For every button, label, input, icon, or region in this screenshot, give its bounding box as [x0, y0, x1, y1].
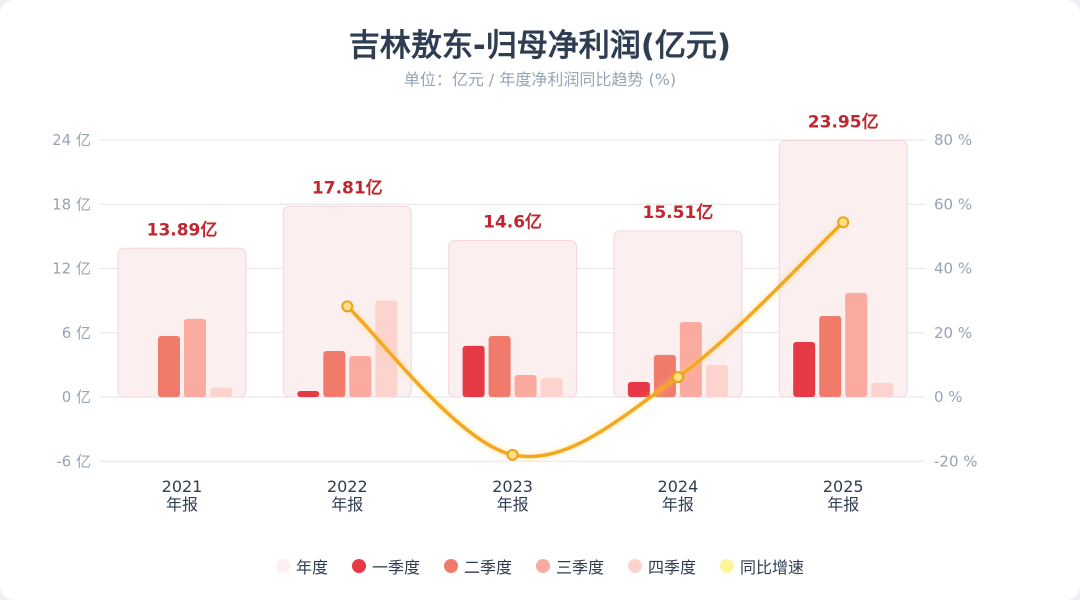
quarter-bar — [488, 335, 511, 397]
x-tick-label: 2023 — [492, 477, 533, 496]
legend-swatch-icon — [443, 559, 458, 573]
quarter-bar — [871, 382, 894, 397]
x-tick-sublabel: 年报 — [331, 495, 363, 514]
legend-item[interactable]: 年度 — [275, 554, 328, 578]
annual-bar — [613, 230, 743, 398]
y-right-tick-label: -20 % — [934, 452, 978, 470]
legend-item[interactable]: 同比增速 — [720, 554, 804, 578]
quarter-bar — [297, 391, 320, 397]
x-tick-label: 2022 — [327, 477, 368, 496]
yoy-point — [837, 216, 850, 229]
x-tick-sublabel: 年报 — [166, 495, 198, 514]
y-right-tick-label: 60 % — [934, 195, 972, 213]
legend-label: 四季度 — [648, 558, 697, 577]
y-right-tick-label: 40 % — [934, 260, 972, 278]
quarter-bar — [158, 335, 180, 397]
quarter-bar — [349, 355, 372, 397]
yoy-point — [506, 448, 519, 461]
y-left-tick-label: 0 亿 — [62, 388, 91, 406]
legend-item[interactable]: 一季度 — [351, 554, 420, 578]
quarter-bar — [462, 345, 485, 397]
annual-data-label: 17.81亿 — [312, 177, 383, 198]
y-left-tick-label: -6 亿 — [56, 452, 91, 470]
quarter-bar — [793, 341, 816, 397]
y-left-tick-label: 24 亿 — [52, 131, 91, 149]
legend-label: 二季度 — [463, 558, 512, 577]
quarter-bar — [627, 382, 650, 397]
legend-label: 一季度 — [371, 558, 420, 577]
legend-swatch-icon — [628, 559, 643, 573]
quarter-bar — [514, 374, 537, 397]
annual-data-label: 15.51亿 — [643, 202, 714, 223]
x-tick-sublabel: 年报 — [497, 495, 529, 514]
quarter-bar — [323, 350, 346, 397]
legend-item[interactable]: 三季度 — [536, 554, 604, 578]
quarter-bar — [679, 322, 702, 397]
annual-bar — [778, 140, 908, 398]
legend-swatch-icon — [536, 559, 550, 573]
y-right-tick-label: 0 % — [934, 388, 963, 406]
chart-title: 吉林敖东-归母净利润(亿元) — [348, 28, 732, 64]
annual-data-label: 23.95亿 — [808, 112, 879, 133]
legend-swatch-icon — [351, 559, 366, 573]
y-right-tick-label: 80 % — [934, 131, 972, 149]
legend-label: 同比增速 — [740, 558, 805, 577]
quarter-bar — [210, 387, 232, 397]
annual-data-label: 13.89亿 — [147, 219, 218, 240]
chart-subtitle: 单位：亿元 / 年度净利润同比趋势 (%) — [403, 70, 677, 89]
legend-item[interactable]: 二季度 — [443, 554, 512, 578]
y-left-tick-label: 6 亿 — [62, 324, 91, 342]
annual-data-label: 14.6亿 — [483, 212, 542, 233]
yoy-point — [341, 300, 354, 313]
quarter-bar — [540, 377, 563, 397]
x-tick-sublabel: 年报 — [827, 495, 859, 514]
x-tick-label: 2025 — [823, 477, 864, 496]
x-tick-sublabel: 年报 — [662, 495, 694, 514]
legend-swatch-icon — [275, 559, 290, 573]
quarter-bar — [705, 364, 728, 397]
legend-label: 年度 — [295, 558, 328, 577]
chart-legend: 年度 一季度 二季度 三季度 四季度 同比增速 — [0, 554, 1080, 578]
x-tick-label: 2021 — [162, 477, 203, 496]
legend-item[interactable]: 四季度 — [628, 554, 696, 578]
legend-label: 三季度 — [556, 558, 605, 577]
quarter-bar — [653, 354, 676, 397]
quarter-bar — [819, 315, 842, 397]
quarter-bar — [845, 292, 868, 397]
yoy-point — [671, 371, 684, 384]
x-tick-label: 2024 — [658, 477, 699, 496]
y-left-tick-label: 12 亿 — [52, 260, 91, 278]
y-right-tick-label: 20 % — [934, 324, 972, 342]
legend-swatch-icon — [720, 559, 735, 573]
yoy-growth-line — [346, 220, 845, 459]
annual-bar — [117, 247, 247, 398]
y-left-tick-label: 18 亿 — [52, 195, 91, 213]
quarter-bar — [184, 318, 206, 397]
